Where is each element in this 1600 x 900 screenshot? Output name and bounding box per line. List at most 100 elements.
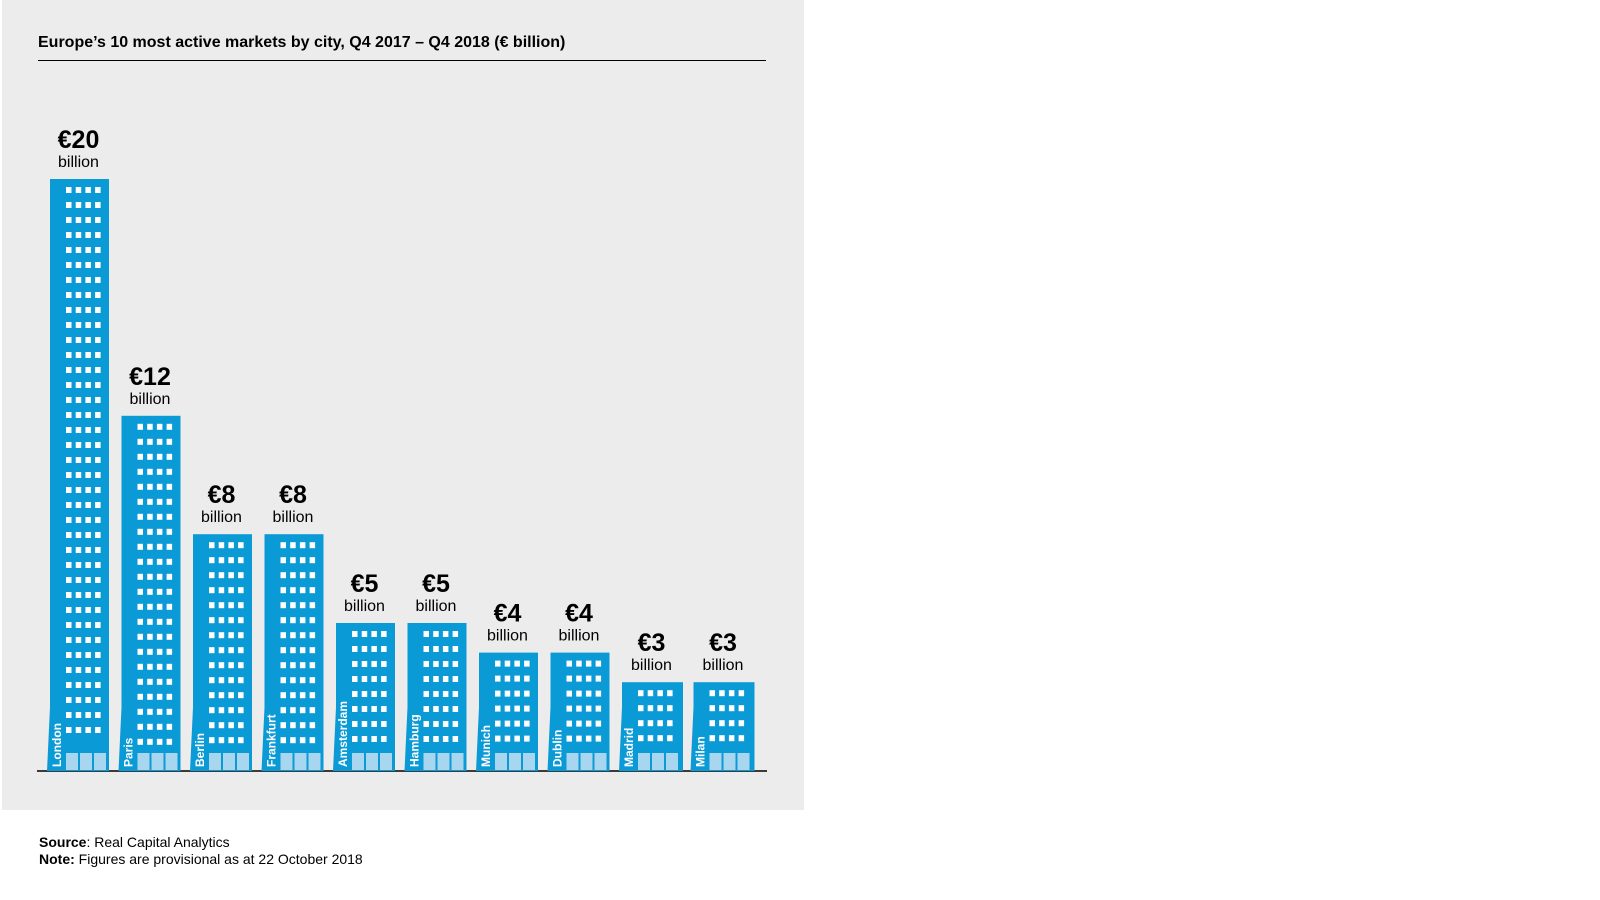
window xyxy=(95,727,101,733)
window xyxy=(218,587,225,594)
window xyxy=(95,487,101,493)
window xyxy=(452,676,459,682)
window xyxy=(166,483,173,490)
unit-label: billion xyxy=(273,509,314,526)
window xyxy=(209,722,215,729)
window xyxy=(381,706,387,712)
window xyxy=(433,721,439,727)
door xyxy=(308,753,321,770)
door xyxy=(580,753,593,770)
window xyxy=(66,307,72,313)
window xyxy=(85,622,91,628)
window xyxy=(95,682,101,688)
window xyxy=(137,483,143,490)
window xyxy=(66,397,72,403)
window xyxy=(95,217,101,223)
window xyxy=(218,632,225,639)
door xyxy=(666,753,678,770)
window xyxy=(576,705,582,712)
window xyxy=(228,617,234,624)
window xyxy=(495,675,501,682)
window xyxy=(66,727,72,733)
chart-footer: Source: Real Capital Analytics Note: Fig… xyxy=(39,834,363,868)
window xyxy=(290,602,296,609)
window xyxy=(85,592,91,598)
window xyxy=(238,737,244,744)
source-text: : Real Capital Analytics xyxy=(86,834,230,850)
window xyxy=(309,647,316,654)
door xyxy=(723,753,736,770)
window xyxy=(361,646,368,652)
window xyxy=(137,708,143,715)
window xyxy=(137,588,143,595)
window xyxy=(75,352,82,358)
window xyxy=(290,617,296,624)
window xyxy=(147,708,153,715)
window xyxy=(137,573,143,580)
value-label: €5 xyxy=(422,570,450,598)
window xyxy=(452,736,459,742)
window xyxy=(361,721,368,727)
window xyxy=(290,632,296,639)
bar-ground-floor xyxy=(261,686,271,771)
bar-ground-floor xyxy=(118,686,128,771)
window xyxy=(166,678,173,685)
bar-windows xyxy=(209,542,244,744)
window xyxy=(647,735,654,742)
window xyxy=(147,543,153,550)
window xyxy=(85,292,91,298)
door xyxy=(352,753,364,770)
door xyxy=(437,753,450,770)
window xyxy=(595,690,602,697)
value-label: €8 xyxy=(279,481,307,509)
window xyxy=(137,618,143,625)
window xyxy=(66,367,72,373)
bar-ground-floor xyxy=(190,686,199,771)
city-label: Milan xyxy=(694,736,708,767)
window xyxy=(147,603,153,610)
window xyxy=(290,692,296,699)
window xyxy=(228,662,234,669)
door xyxy=(165,753,178,770)
window xyxy=(352,676,358,682)
window xyxy=(238,632,244,639)
window xyxy=(85,337,91,343)
city-label: Madrid xyxy=(622,728,636,767)
window xyxy=(228,542,234,549)
window xyxy=(95,352,101,358)
window xyxy=(361,631,368,637)
window xyxy=(218,542,225,549)
window xyxy=(218,707,225,714)
window xyxy=(423,736,429,742)
window xyxy=(381,736,387,742)
window xyxy=(85,202,91,208)
window xyxy=(657,705,663,712)
window xyxy=(433,706,439,712)
window xyxy=(95,307,101,313)
window xyxy=(299,722,306,729)
door xyxy=(80,753,92,770)
bar-windows xyxy=(566,660,602,742)
window xyxy=(299,542,306,549)
window xyxy=(95,652,101,658)
window xyxy=(514,705,520,712)
window xyxy=(66,277,72,283)
window xyxy=(371,676,377,682)
window xyxy=(95,277,101,283)
city-label: Munich xyxy=(479,725,493,767)
window xyxy=(156,663,163,670)
window xyxy=(156,468,163,475)
window xyxy=(290,737,296,744)
window xyxy=(209,542,215,549)
door xyxy=(509,753,521,770)
window xyxy=(75,622,82,628)
window xyxy=(423,631,429,637)
window xyxy=(166,663,173,670)
window xyxy=(75,427,82,433)
window xyxy=(95,427,101,433)
window xyxy=(442,631,449,637)
window xyxy=(423,691,429,697)
window xyxy=(85,547,91,553)
